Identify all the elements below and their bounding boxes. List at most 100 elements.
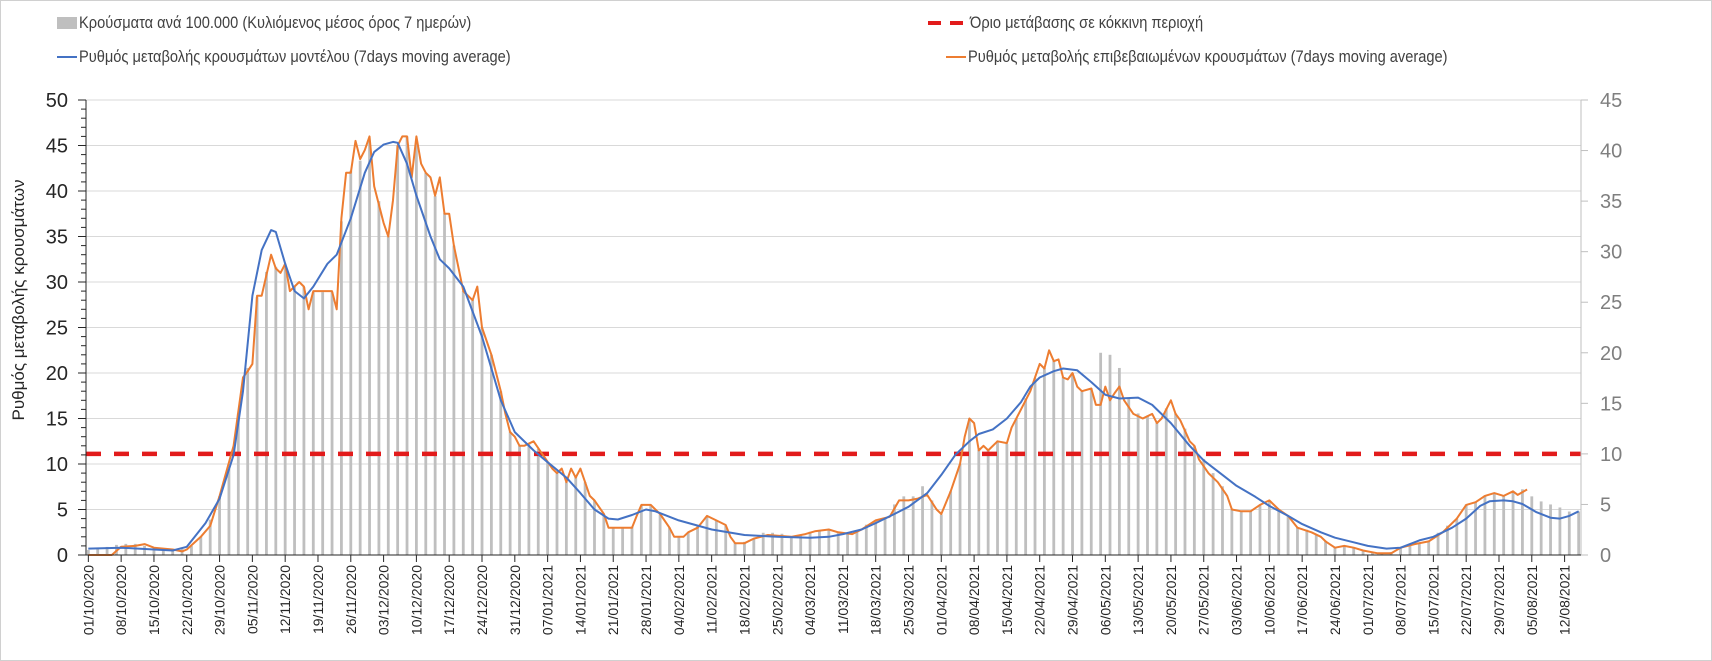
bar	[199, 536, 203, 555]
x-tick-label: 08/07/2021	[1393, 565, 1409, 635]
x-tick-label: 29/10/2020	[212, 565, 228, 635]
y-axis-title: Ρυθμός μεταβολής κρουσμάτων	[9, 180, 28, 421]
bar	[621, 527, 625, 555]
bar	[1558, 507, 1562, 555]
bar	[536, 448, 540, 555]
line-series	[88, 135, 1580, 556]
bar	[686, 532, 690, 555]
x-tick-label: 29/04/2021	[1065, 565, 1081, 635]
bar	[911, 496, 915, 555]
y-left-tick-label: 50	[46, 90, 68, 112]
bar	[1492, 493, 1496, 555]
bar	[1108, 354, 1112, 555]
bar	[1239, 511, 1243, 555]
legend-item-threshold: Όριο μετάβασης σε κόκκινη περιοχή	[928, 12, 1241, 34]
bar	[1502, 495, 1506, 555]
x-tick-label: 22/04/2021	[1032, 565, 1048, 635]
bar	[893, 504, 896, 555]
bar	[1071, 373, 1074, 555]
bar	[1521, 489, 1524, 555]
bar	[1361, 549, 1365, 555]
y-left-tick-label: 0	[57, 545, 68, 567]
bar	[265, 271, 268, 555]
bar	[1221, 486, 1224, 555]
bar	[1464, 504, 1468, 555]
x-tick-label: 01/04/2021	[933, 565, 949, 635]
bar	[424, 172, 428, 556]
bar	[143, 545, 146, 555]
bar	[414, 140, 418, 555]
x-tick-label: 07/01/2021	[540, 565, 556, 635]
bar	[1183, 428, 1187, 555]
bar	[236, 413, 240, 555]
bar	[105, 546, 109, 555]
bar	[1033, 378, 1037, 555]
bar	[1399, 547, 1402, 555]
x-tick-label: 15/07/2021	[1425, 565, 1441, 635]
x-tick-label: 01/10/2020	[80, 565, 96, 635]
x-tick-label: 25/02/2021	[769, 565, 785, 635]
y-right-tick-label: 5	[1600, 494, 1611, 516]
bar	[593, 500, 596, 555]
bar	[583, 482, 587, 555]
bar	[443, 213, 446, 555]
x-tick-label: 14/01/2021	[572, 565, 588, 635]
bar	[1249, 511, 1253, 555]
bar	[330, 292, 334, 555]
bar	[799, 534, 803, 555]
bar	[846, 533, 849, 555]
y-left-tick-label: 20	[46, 363, 68, 385]
bar-series	[86, 136, 1581, 556]
bar	[471, 300, 475, 555]
bar	[1258, 504, 1262, 555]
axes: 0 5 10 15 20 25 30 35 40 45 50 0 5 10 15 20 25 30 35 40 45 01…	[46, 90, 1623, 635]
x-tick-label: 17/12/2020	[441, 565, 457, 635]
bar	[171, 549, 175, 555]
bar	[977, 449, 981, 555]
bar	[1136, 413, 1140, 555]
bar	[564, 482, 568, 555]
y-left-tick-label: 15	[46, 409, 68, 431]
y-left-tick-label: 5	[57, 500, 68, 522]
x-tick-label: 12/08/2021	[1557, 565, 1573, 635]
bar	[1436, 532, 1440, 555]
x-tick-label: 01/07/2021	[1360, 565, 1376, 635]
bar	[949, 491, 953, 555]
y-left-tick-label: 45	[46, 136, 68, 158]
x-tick-label: 18/02/2021	[736, 565, 752, 635]
bar	[1474, 502, 1477, 555]
bar	[714, 520, 718, 555]
bar	[377, 201, 381, 555]
bar	[574, 477, 578, 555]
legend-label-model: Ρυθμός μεταβολής κρουσμάτων μοντέλου (7d…	[79, 47, 511, 66]
y-left-tick-label: 25	[46, 318, 68, 340]
bar	[1155, 421, 1159, 555]
bar	[1567, 511, 1571, 555]
bar	[340, 221, 343, 556]
bar	[733, 542, 737, 555]
x-tick-label: 17/06/2021	[1294, 565, 1310, 635]
y-left-tick-label: 40	[46, 181, 68, 203]
bar	[227, 469, 231, 555]
y-right-tick-label: 15	[1600, 393, 1622, 415]
bar	[452, 245, 456, 555]
bar	[255, 297, 259, 555]
bar	[1174, 413, 1178, 555]
bar	[518, 445, 521, 555]
bar	[1117, 367, 1121, 555]
bar	[827, 529, 831, 555]
x-tick-label: 11/02/2021	[704, 565, 720, 634]
bar	[1146, 415, 1149, 555]
bar	[883, 517, 887, 555]
bar	[743, 541, 746, 555]
bar	[996, 440, 999, 555]
x-tick-label: 31/12/2020	[507, 565, 523, 635]
bar	[218, 496, 221, 555]
bar	[836, 531, 840, 555]
bar	[639, 505, 643, 555]
bar	[358, 160, 362, 555]
bar	[761, 532, 765, 555]
x-tick-label: 08/04/2021	[966, 565, 982, 635]
bar	[349, 170, 353, 555]
y-right-tick-label: 40	[1600, 141, 1622, 163]
